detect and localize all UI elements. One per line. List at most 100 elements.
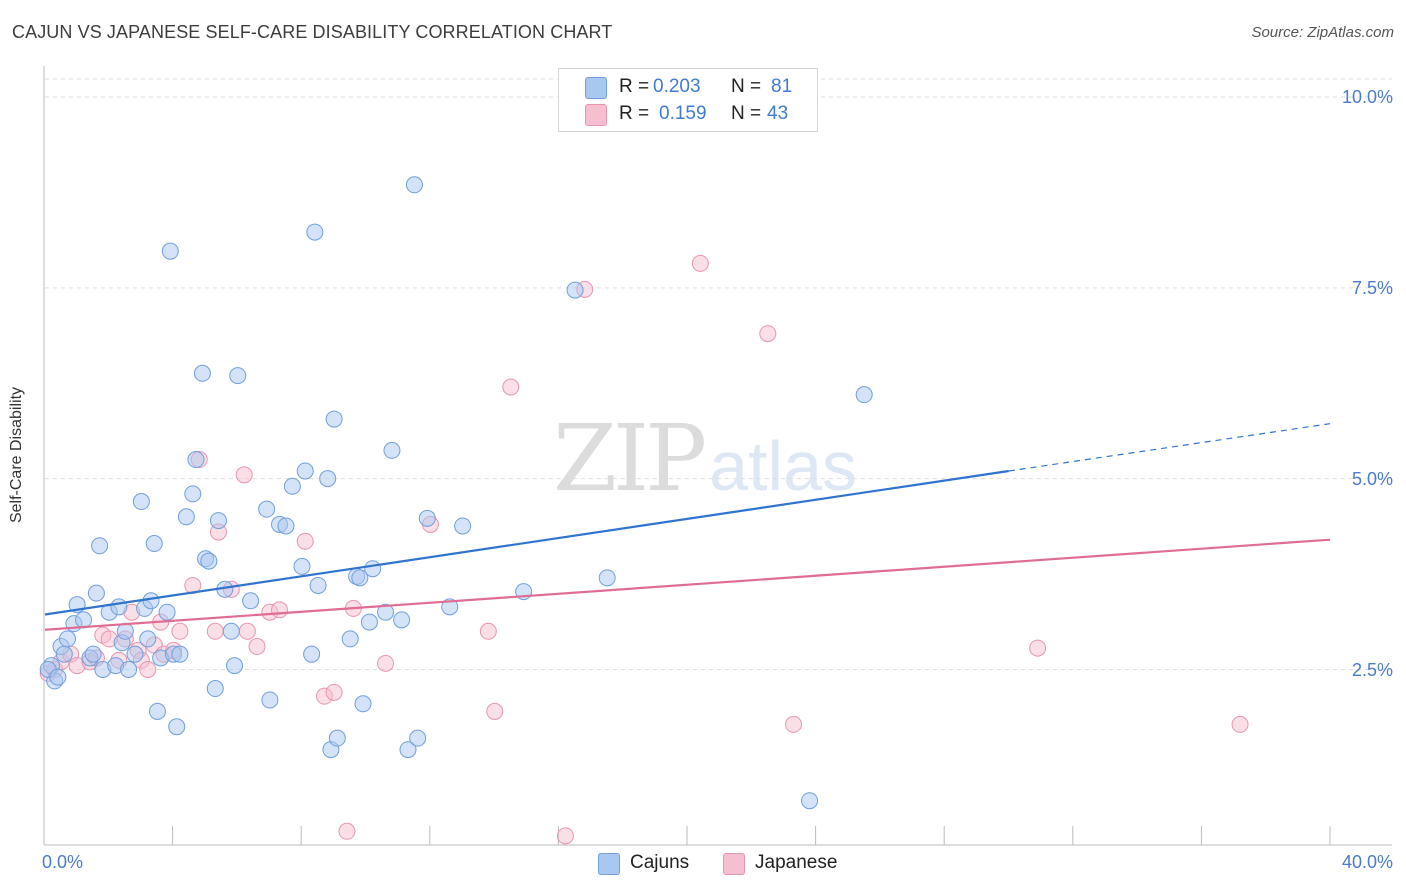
japanese-point: [502, 378, 520, 396]
japanese-point: [486, 702, 504, 720]
cajun-point: [296, 462, 314, 480]
cajun-point: [116, 622, 134, 640]
y-axis-label: Self-Care Disability: [8, 386, 25, 524]
cajun-point: [142, 592, 160, 610]
cajun-point: [229, 367, 247, 385]
cajun-point: [383, 441, 401, 459]
cajun-point: [84, 645, 102, 663]
japanese-point: [759, 325, 777, 343]
cajun-trend-line: [44, 469, 1009, 616]
cajun-point: [226, 657, 244, 675]
japanese-point: [206, 622, 224, 640]
stats-legend: R = 0.203 N = 81 R = 0.159 N = 43: [558, 68, 818, 132]
axes: [43, 66, 1392, 846]
cajun-point: [354, 695, 372, 713]
source-label: Source: ZipAtlas.com: [1251, 24, 1394, 41]
cajun-point: [145, 535, 163, 553]
legend-row-cajuns: R = 0.203 N = 81: [585, 74, 805, 100]
grid-lines: [45, 78, 1392, 670]
cajun-point: [193, 364, 211, 382]
cajun-point: [168, 718, 186, 736]
legend-r-value: 0.159: [659, 103, 707, 124]
cajun-point: [566, 281, 584, 299]
cajun-point: [87, 584, 105, 602]
y-tick-label-7-5: 7.5%: [1351, 278, 1393, 298]
x-tick-label-max: 40.0%: [1341, 852, 1393, 872]
cajun-point: [277, 517, 295, 535]
japanese-points: [39, 254, 1249, 845]
cajun-point: [409, 729, 427, 747]
legend-n-value: 43: [767, 103, 789, 124]
japanese-point: [296, 532, 314, 550]
cajun-point: [148, 702, 166, 720]
legend-r-value: 0.203: [653, 76, 701, 97]
legend-n-value: 81: [771, 76, 793, 97]
cajun-point: [222, 622, 240, 640]
y-tick-label-5: 5.0%: [1351, 469, 1393, 489]
legend-r-label: R =: [619, 76, 650, 97]
cajun-point: [393, 611, 411, 629]
cajun-point: [110, 598, 128, 616]
cajun-point: [55, 645, 73, 663]
japanese-point: [1231, 715, 1249, 733]
japanese-point: [691, 254, 709, 272]
x-tick-label-min: 0.0%: [42, 852, 84, 872]
legend-swatch-japanese: [585, 104, 607, 126]
japanese-point: [235, 466, 253, 484]
cajun-point: [351, 569, 369, 587]
cajun-point: [405, 176, 423, 194]
cajun-point: [187, 451, 205, 469]
cajun-point: [418, 509, 436, 527]
bottom-legend-swatch-cajuns: [598, 853, 620, 875]
y-tick-label-2-5: 2.5%: [1351, 660, 1393, 680]
legend-row-japanese: R = 0.159 N = 43: [585, 101, 805, 127]
cajun-point: [360, 613, 378, 631]
cajun-point: [58, 630, 76, 648]
cajun-point: [177, 508, 195, 526]
japanese-point: [556, 827, 574, 845]
japanese-point: [338, 822, 356, 840]
cajun-point: [306, 223, 324, 241]
cajun-point: [309, 576, 327, 594]
japanese-point: [479, 622, 497, 640]
cajun-point: [801, 792, 819, 810]
cajun-point: [319, 470, 337, 488]
cajun-point: [132, 493, 150, 511]
cajun-point: [598, 569, 616, 587]
cajun-point: [283, 477, 301, 495]
cajun-point: [209, 512, 227, 530]
cajun-point: [206, 680, 224, 698]
japanese-trend-line: [44, 538, 1331, 631]
cajun-point: [49, 668, 67, 686]
cajun-point: [91, 537, 109, 555]
cajun-point: [441, 598, 459, 616]
cajun-point: [261, 691, 279, 709]
japanese-point: [171, 622, 189, 640]
japanese-point: [325, 683, 343, 701]
bottom-legend-label-cajuns: Cajuns: [630, 852, 690, 873]
cajun-point: [184, 485, 202, 503]
cajun-point: [258, 500, 276, 518]
cajun-point: [328, 729, 346, 747]
chart-title: CAJUN VS JAPANESE SELF-CARE DISABILITY C…: [12, 22, 613, 42]
trend-lines: [44, 423, 1331, 631]
cajun-point: [855, 386, 873, 404]
cajun-point: [325, 410, 343, 428]
cajun-point: [377, 603, 395, 621]
legend-r-label: R =: [619, 103, 650, 124]
cajun-point: [242, 592, 260, 610]
bottom-legend-swatch-japanese: [723, 853, 745, 875]
y-tick-label-10: 10.0%: [1341, 87, 1393, 107]
cajun-point: [303, 645, 321, 663]
japanese-point: [377, 654, 395, 672]
japanese-point: [1029, 639, 1047, 657]
japanese-point: [271, 601, 289, 619]
cajun-point: [139, 630, 157, 648]
legend-swatch-cajuns: [585, 77, 607, 99]
cajun-point: [364, 560, 382, 578]
bottom-legend-label-japanese: Japanese: [755, 852, 838, 873]
cajun-point: [171, 645, 189, 663]
cajun-point: [341, 630, 359, 648]
japanese-point: [785, 715, 803, 733]
